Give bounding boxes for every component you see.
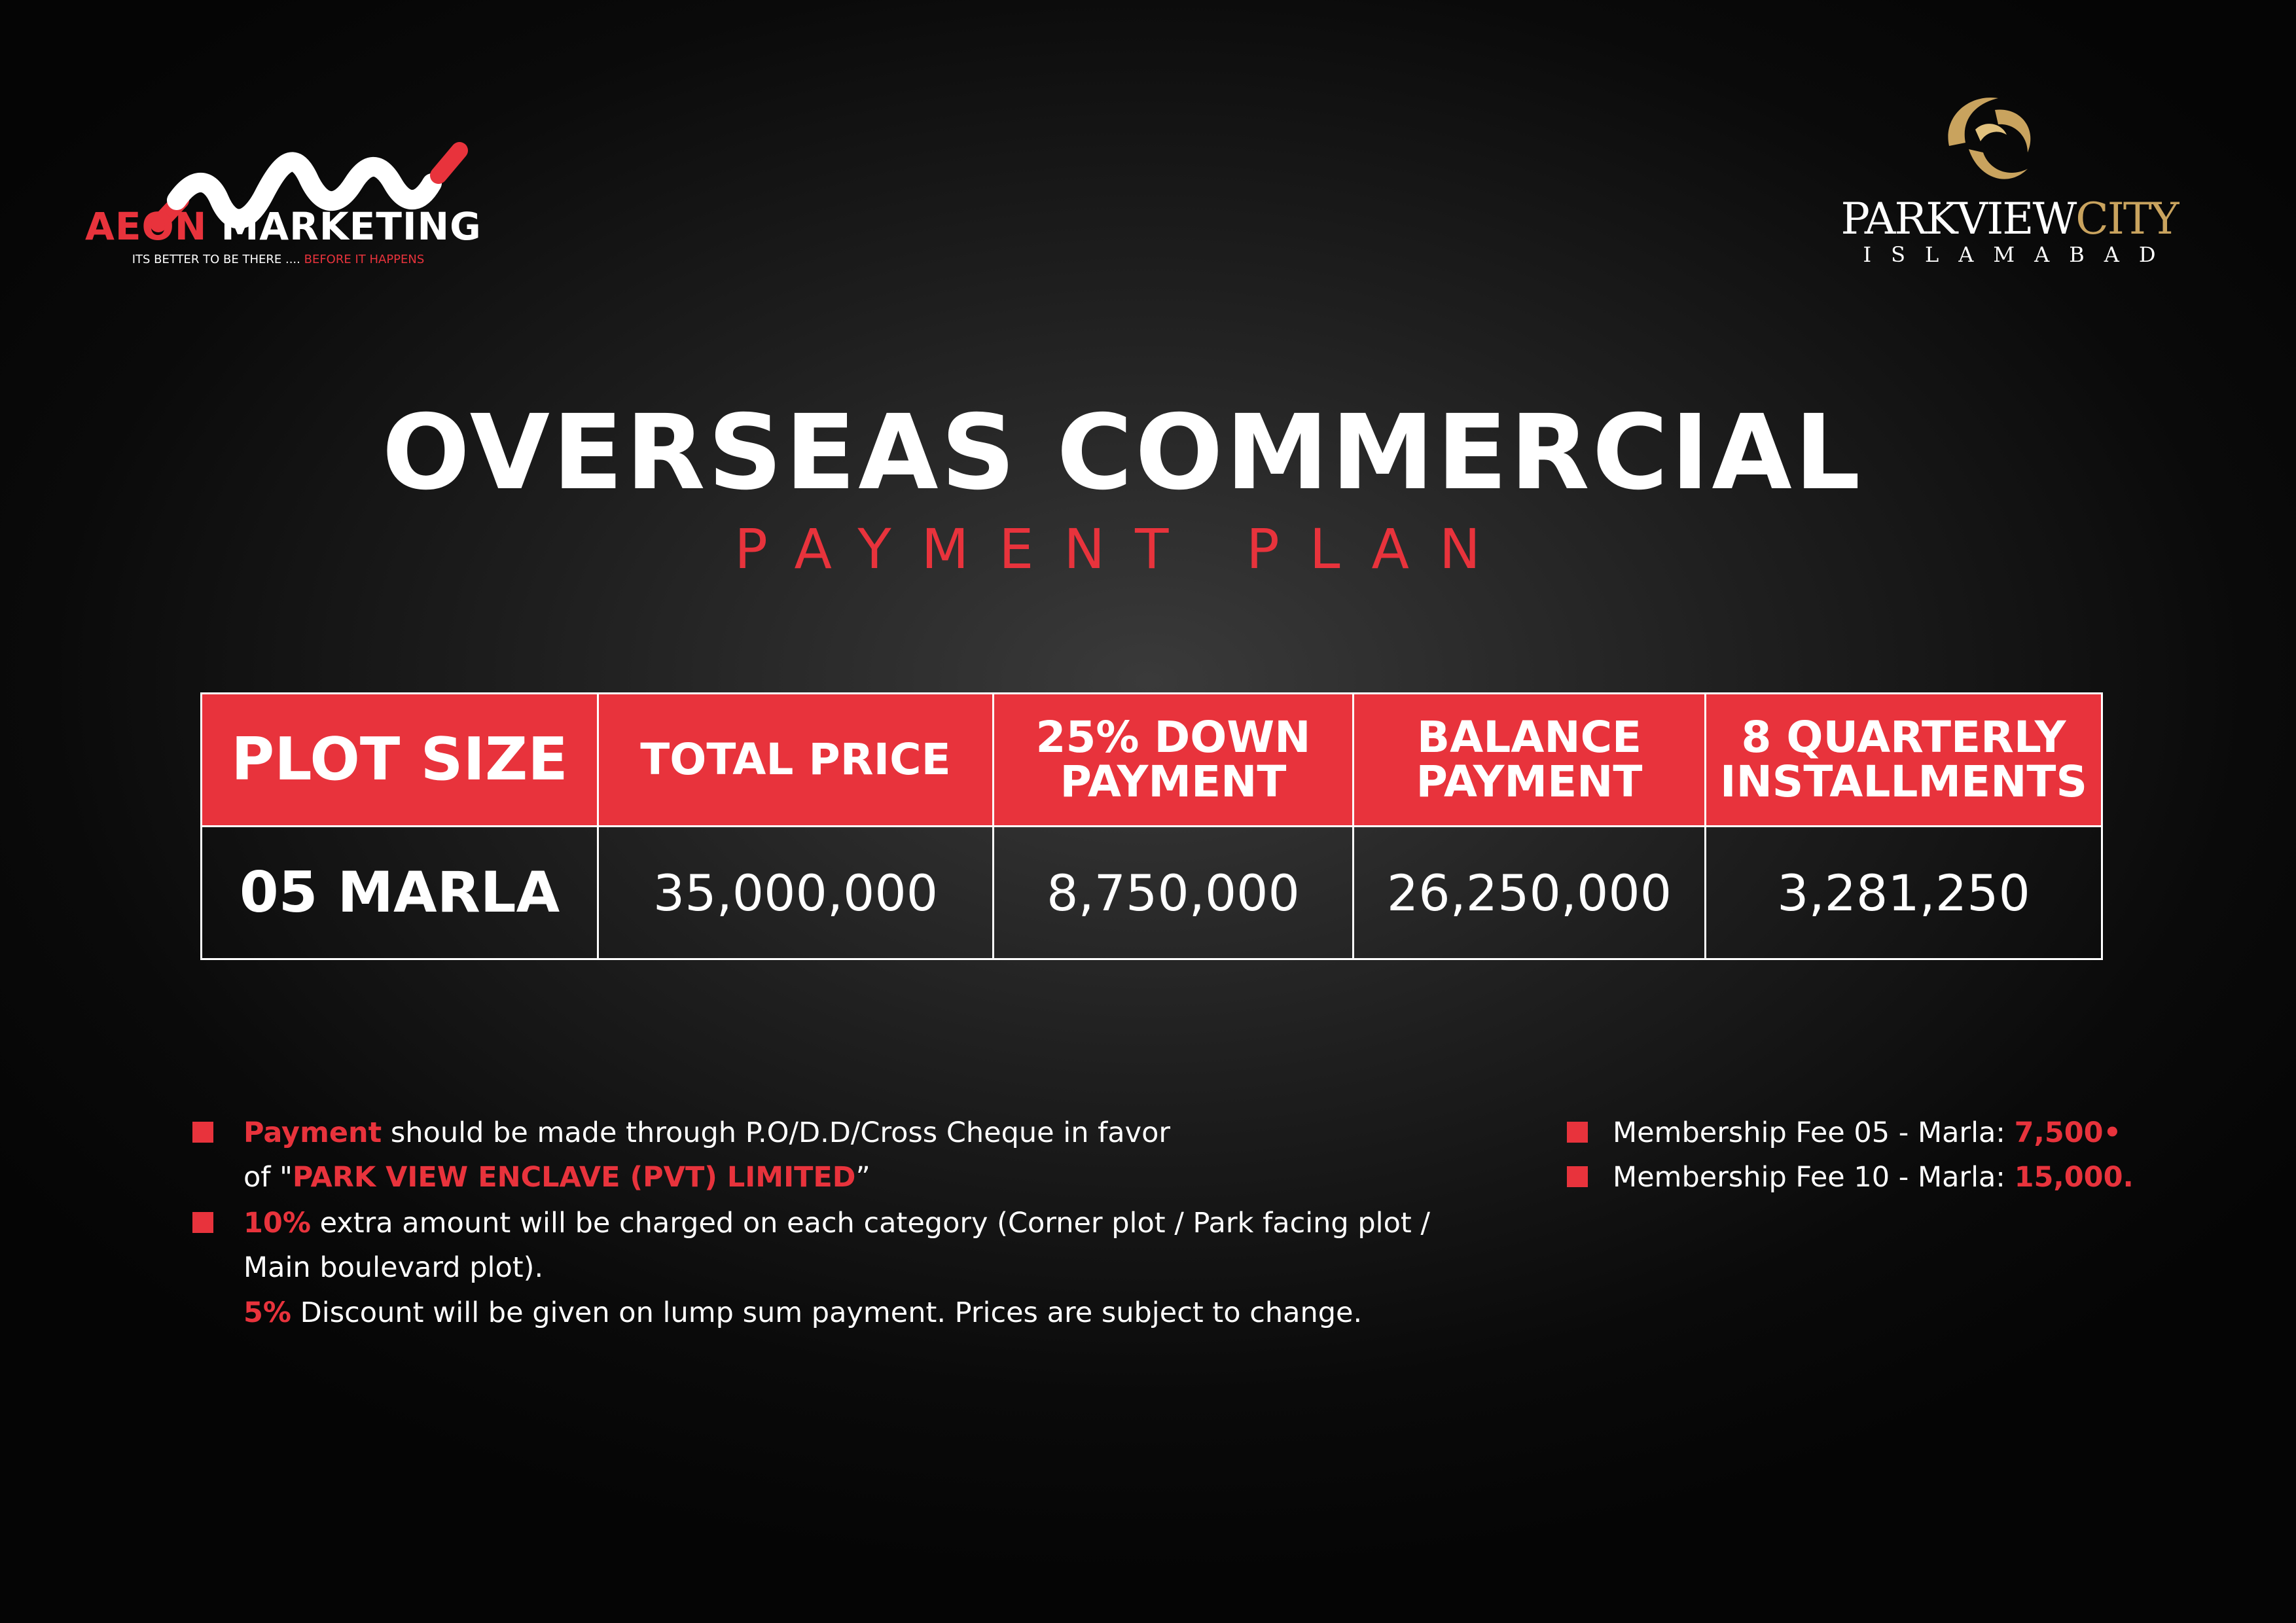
note-payment-method: Payment should be made through P.O/D.D/C… [243, 1111, 1170, 1155]
header-down-payment: 25% DOWN PAYMENT [992, 692, 1354, 827]
note-extra-charge-text: extra amount will be charged on each cat… [310, 1207, 1430, 1240]
aeon-tagline: ITS BETTER TO BE THERE .... BEFORE IT HA… [85, 253, 471, 266]
aeon-marketing-logo [150, 142, 468, 232]
note-payee: of "PARK VIEW ENCLAVE (PVT) LIMITED” [243, 1155, 870, 1200]
bullet-square-icon [192, 1122, 213, 1143]
aeon-tagline-part2: BEFORE IT HAPPENS [304, 253, 425, 266]
pvc-name-part1: PARKVIEW [1840, 194, 2077, 244]
header-balance-payment-line2: PAYMENT [1416, 757, 1643, 807]
note-discount: 5% Discount will be given on lump sum pa… [243, 1291, 1362, 1335]
page-subtitle: PAYMENT PLAN [734, 517, 1511, 581]
header-plot-size: PLOT SIZE [200, 692, 599, 827]
note-payee-post: ” [855, 1161, 870, 1194]
header-total-price-label: TOTAL PRICE [640, 734, 951, 785]
note-membership-10-label: Membership Fee 10 - Marla: [1613, 1161, 2015, 1194]
table-header-row: PLOT SIZE TOTAL PRICE 25% DOWN PAYMENT BA… [200, 692, 2103, 827]
note-payee-pre: of " [243, 1161, 293, 1194]
header-plot-size-label: PLOT SIZE [231, 725, 568, 794]
note-membership-05-value: 7,500• [2014, 1116, 2122, 1149]
note-discount-percent: 5% [243, 1296, 292, 1329]
note-membership-10-value: 15,000. [2014, 1161, 2134, 1194]
note-extra-charge-cont: Main boulevard plot). [243, 1251, 544, 1284]
cell-total-price: 35,000,000 [597, 825, 994, 960]
cell-down-payment: 8,750,000 [992, 825, 1354, 960]
table-row: 05 MARLA 35,000,000 8,750,000 26,250,000… [200, 825, 2103, 960]
aeon-name-part2: MARKETING [221, 204, 482, 249]
header-installments-line1: 8 QUARTERLY [1741, 712, 2066, 762]
aeon-name-part1: AEON [85, 204, 207, 249]
header-down-payment-line2: PAYMENT [1060, 757, 1287, 807]
payment-plan-table: PLOT SIZE TOTAL PRICE 25% DOWN PAYMENT BA… [200, 692, 2103, 960]
aeon-tagline-part1: ITS BETTER TO BE THERE .... [132, 253, 304, 266]
note-discount-text: Discount will be given on lump sum payme… [291, 1296, 1363, 1329]
header-installments: 8 QUARTERLY INSTALLMENTS [1704, 692, 2103, 827]
header-installments-line2: INSTALLMENTS [1720, 757, 2087, 807]
header-balance-payment: BALANCE PAYMENT [1352, 692, 1706, 827]
note-extra-charge-percent: 10% [243, 1207, 311, 1240]
note-membership-05: Membership Fee 05 - Marla: 7,500• [1613, 1111, 2121, 1155]
note-extra-charge: 10% extra amount will be charged on each… [243, 1201, 1430, 1245]
bullet-square-icon [192, 1212, 213, 1233]
bullet-square-icon [1567, 1122, 1588, 1143]
pvc-name-part2: CITY [2075, 194, 2179, 244]
note-payment-text: should be made through P.O/D.D/Cross Che… [382, 1116, 1171, 1149]
note-membership-05-label: Membership Fee 05 - Marla: [1613, 1116, 2015, 1149]
page-title: OVERSEAS COMMERCIAL [382, 393, 1863, 513]
park-view-city-location: ISLAMABAD [1863, 242, 2176, 267]
bullet-square-icon [1567, 1166, 1588, 1187]
cell-plot-size: 05 MARLA [200, 825, 599, 960]
note-payee-name: PARK VIEW ENCLAVE (PVT) LIMITED [292, 1161, 856, 1194]
note-membership-10: Membership Fee 10 - Marla: 15,000. [1613, 1155, 2134, 1200]
aeon-brand-name: AEON MARKETING [85, 204, 481, 249]
cell-balance-payment: 26,250,000 [1352, 825, 1706, 960]
header-total-price: TOTAL PRICE [597, 692, 994, 827]
park-view-city-name: PARKVIEWCITY [1833, 194, 2186, 244]
note-payment-keyword: Payment [243, 1116, 382, 1149]
cell-installments: 3,281,250 [1704, 825, 2103, 960]
park-view-city-emblem-icon [1948, 98, 2031, 179]
header-balance-payment-line1: BALANCE [1416, 712, 1642, 762]
header-down-payment-line1: 25% DOWN [1035, 712, 1311, 762]
